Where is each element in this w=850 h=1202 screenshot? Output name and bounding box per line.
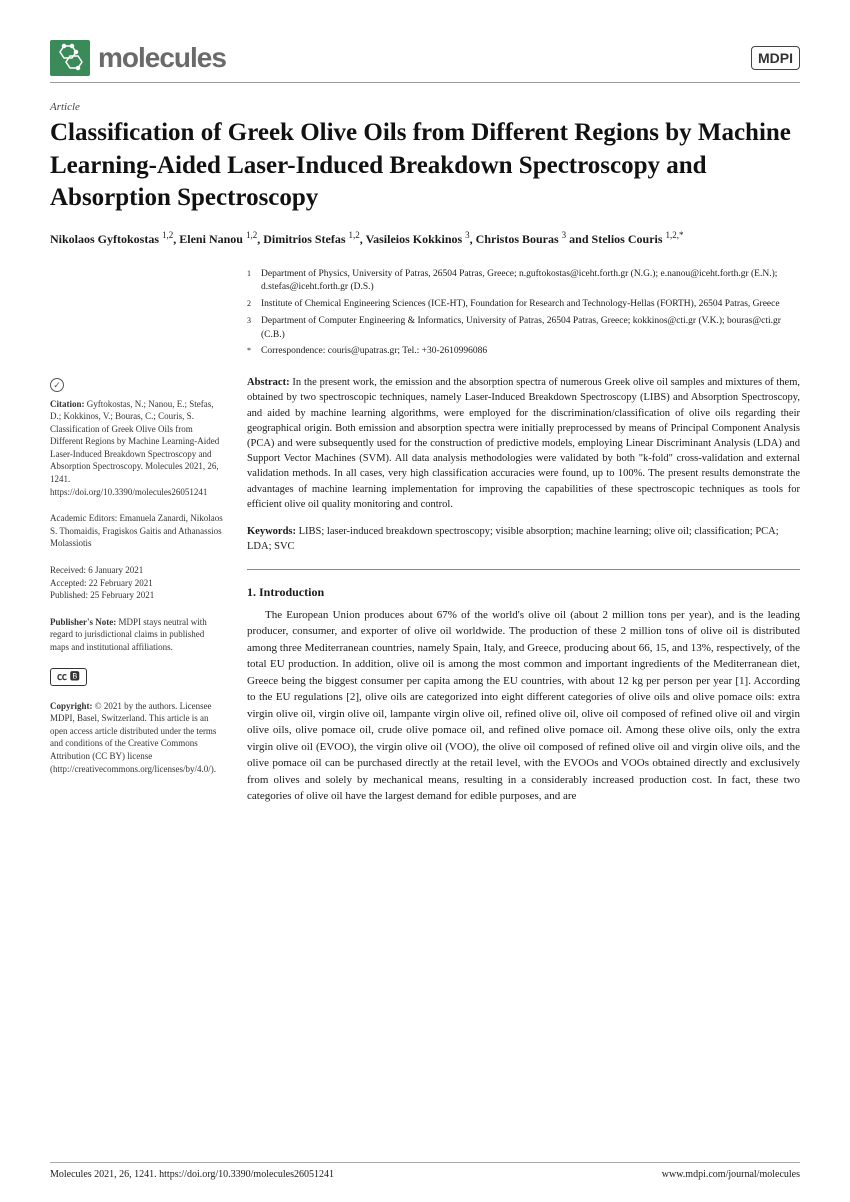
- page-header: molecules MDPI: [50, 40, 800, 83]
- copyright-label: Copyright:: [50, 701, 93, 711]
- check-updates-icon[interactable]: ✓: [50, 378, 64, 392]
- published-date: Published: 25 February 2021: [50, 589, 225, 602]
- footer-right: www.mdpi.com/journal/molecules: [662, 1169, 800, 1180]
- article-title: Classification of Greek Olive Oils from …: [50, 117, 800, 215]
- editors-block: Academic Editors: Emanuela Zanardi, Niko…: [50, 512, 225, 550]
- keywords-block: Keywords: LIBS; laser-induced breakdown …: [247, 524, 800, 569]
- section-heading: 1. Introduction: [247, 584, 800, 601]
- article-type: Article: [50, 101, 800, 113]
- editors-label: Academic Editors:: [50, 513, 117, 523]
- publishers-note-label: Publisher's Note:: [50, 617, 116, 627]
- main-column: 1Department of Physics, University of Pa…: [247, 268, 800, 805]
- journal-name: molecules: [98, 42, 226, 74]
- affiliation-row: *Correspondence: couris@upatras.gr; Tel.…: [247, 345, 800, 359]
- accepted-date: Accepted: 22 February 2021: [50, 577, 225, 590]
- citation-block: Citation: Gyftokostas, N.; Nanou, E.; St…: [50, 398, 225, 499]
- affiliation-row: 1Department of Physics, University of Pa…: [247, 268, 800, 296]
- citation-text: Gyftokostas, N.; Nanou, E.; Stefas, D.; …: [50, 399, 219, 497]
- publisher-badge: MDPI: [751, 46, 800, 70]
- received-date: Received: 6 January 2021: [50, 564, 225, 577]
- copyright-block: Copyright: © 2021 by the authors. Licens…: [50, 700, 225, 776]
- affiliation-row: 3Department of Computer Engineering & In…: [247, 315, 800, 343]
- author-list: Nikolaos Gyftokostas 1,2, Eleni Nanou 1,…: [50, 229, 800, 248]
- abstract-label: Abstract:: [247, 377, 290, 388]
- affiliation-list: 1Department of Physics, University of Pa…: [247, 268, 800, 360]
- footer-left: Molecules 2021, 26, 1241. https://doi.or…: [50, 1169, 334, 1180]
- journal-logo-group: molecules: [50, 40, 226, 76]
- abstract-block: Abstract: In the present work, the emiss…: [247, 375, 800, 512]
- license-badge[interactable]: ㏄ 🅱: [50, 668, 225, 686]
- abstract-text: In the present work, the emission and th…: [247, 377, 800, 510]
- publishers-note-block: Publisher's Note: MDPI stays neutral wit…: [50, 616, 225, 654]
- keywords-text: LIBS; laser-induced breakdown spectrosco…: [247, 526, 779, 552]
- copyright-text: © 2021 by the authors. Licensee MDPI, Ba…: [50, 701, 216, 774]
- citation-label: Citation:: [50, 399, 85, 409]
- keywords-label: Keywords:: [247, 526, 296, 537]
- section-body: The European Union produces about 67% of…: [247, 607, 800, 805]
- page-footer: Molecules 2021, 26, 1241. https://doi.or…: [50, 1162, 800, 1180]
- dates-block: Received: 6 January 2021 Accepted: 22 Fe…: [50, 564, 225, 602]
- affiliation-row: 2Institute of Chemical Engineering Scien…: [247, 298, 800, 312]
- sidebar: ✓ Citation: Gyftokostas, N.; Nanou, E.; …: [50, 268, 225, 805]
- journal-logo-icon: [50, 40, 90, 76]
